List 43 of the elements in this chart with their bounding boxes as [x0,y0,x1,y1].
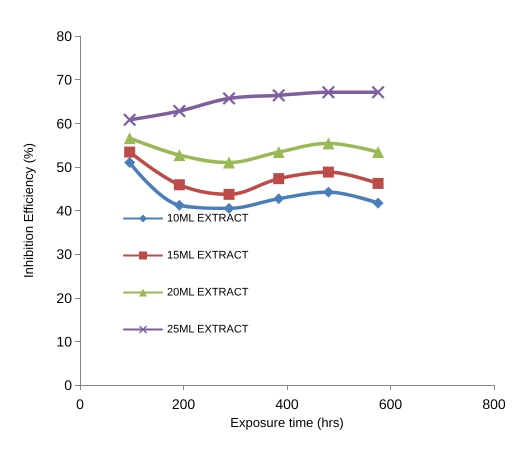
legend-label: 15ML EXTRACT [167,250,249,262]
point [124,157,136,168]
point [372,178,384,189]
point [224,188,235,200]
legend-label: 25ML EXTRACT [167,324,249,336]
y-axis-title: Inhibition Efficiency (%) [21,143,36,278]
point [272,88,286,102]
point [174,179,185,190]
point [322,137,334,150]
x-tick-label: 0 [76,396,84,412]
legend-label: 20ML EXTRACT [167,286,249,298]
y-tick-label: 0 [64,377,72,393]
point [172,104,186,118]
x-tick-label: 200 [172,396,196,412]
point [322,86,335,99]
point [124,132,136,144]
y-tick-label: 20 [56,290,72,306]
point [272,146,285,158]
legend-label: 10ML EXTRACT [167,212,249,224]
point [222,92,236,105]
point [224,202,235,214]
y-tick-label: 10 [56,333,72,350]
point [372,146,384,158]
point [273,173,284,184]
y-tick-label: 40 [56,202,72,218]
x-axis-title: Exposure time (hrs) [230,414,344,430]
y-tick-label: 30 [56,246,72,262]
point [322,166,334,178]
point [124,146,136,158]
y-tick-label: 50 [56,158,72,175]
y-tick-label: 70 [56,72,72,88]
point [123,113,136,126]
x-tick-label: 400 [275,396,299,412]
point [173,149,186,162]
x-tick-label: 600 [378,396,402,412]
x-tick-label: 800 [482,396,506,412]
point [372,198,384,209]
point [372,86,385,99]
y-tick-label: 60 [56,115,72,132]
y-tick-label: 80 [56,28,72,44]
point [273,193,284,204]
point [223,156,236,169]
point [174,200,185,211]
